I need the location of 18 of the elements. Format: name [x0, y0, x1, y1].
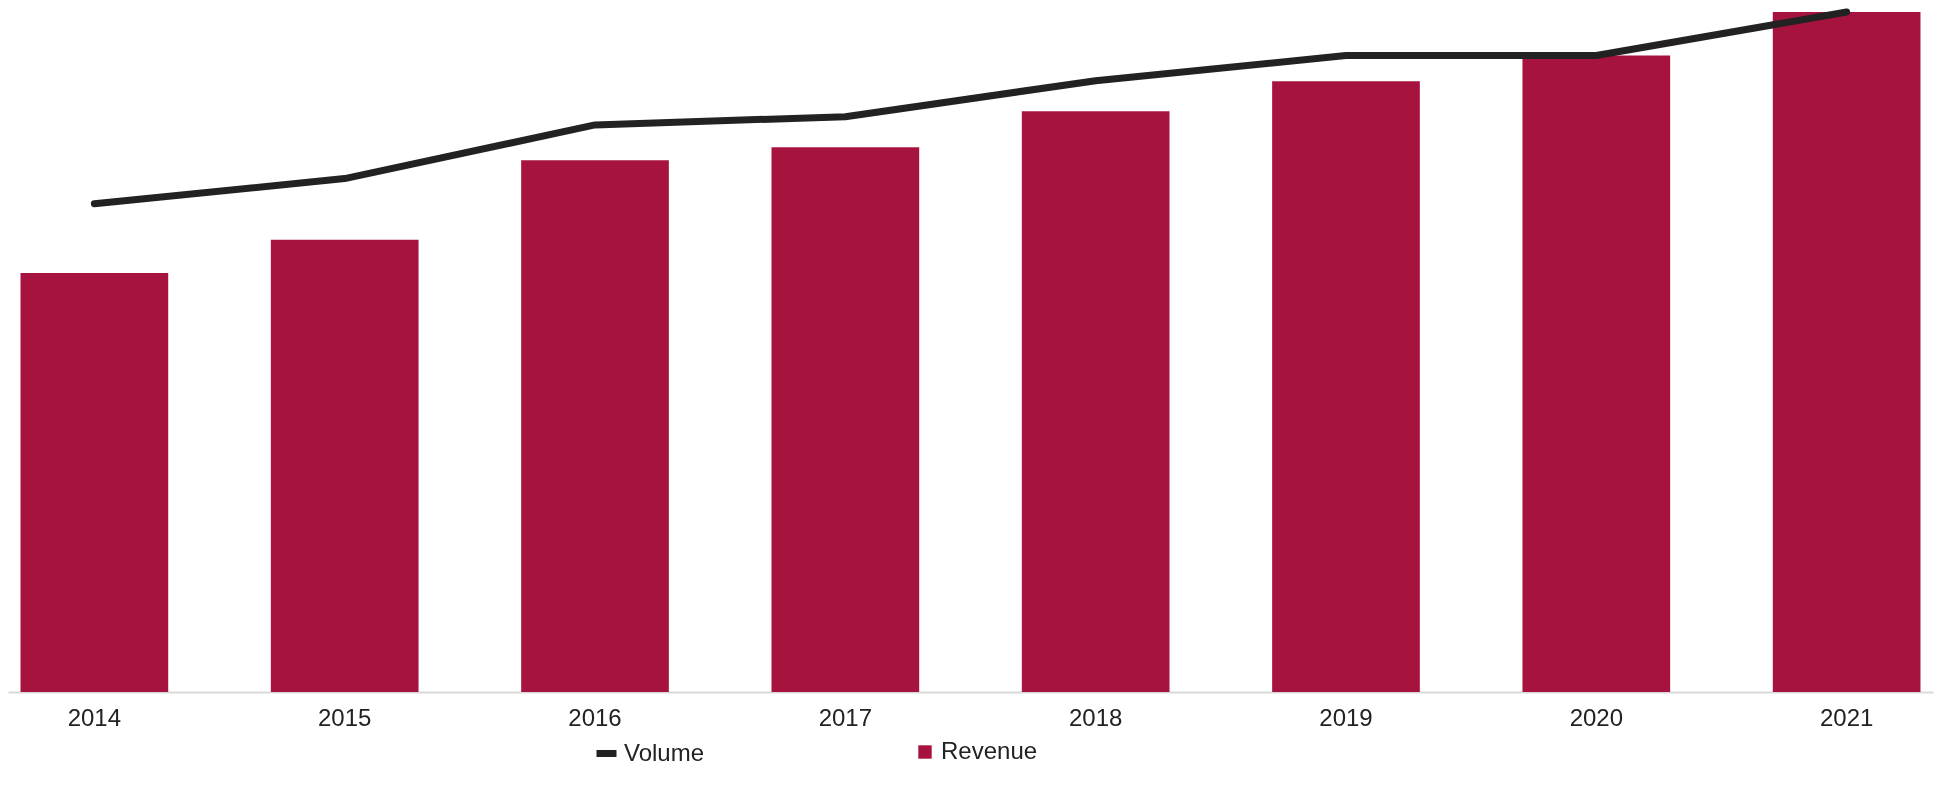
bar: [1522, 55, 1671, 692]
x-tick-label: 2020: [1569, 703, 1624, 731]
legend-label: Revenue: [941, 737, 1038, 764]
x-tick-label: 2014: [67, 703, 122, 731]
x-tick-label: 2016: [568, 703, 622, 731]
bar: [1021, 111, 1170, 692]
x-tick-label: 2015: [317, 703, 372, 731]
x-tick-label: 2021: [1819, 703, 1874, 731]
bar: [1772, 12, 1921, 692]
bar: [771, 147, 920, 692]
x-tick-label: 2017: [818, 703, 873, 731]
x-tick-label: 2018: [1068, 703, 1123, 731]
bar: [521, 160, 669, 692]
bar: [20, 273, 169, 692]
bar: [1272, 81, 1420, 692]
legend-label: Volume: [624, 738, 705, 766]
bar: [270, 239, 419, 692]
x-tick-label: 2019: [1319, 703, 1373, 731]
